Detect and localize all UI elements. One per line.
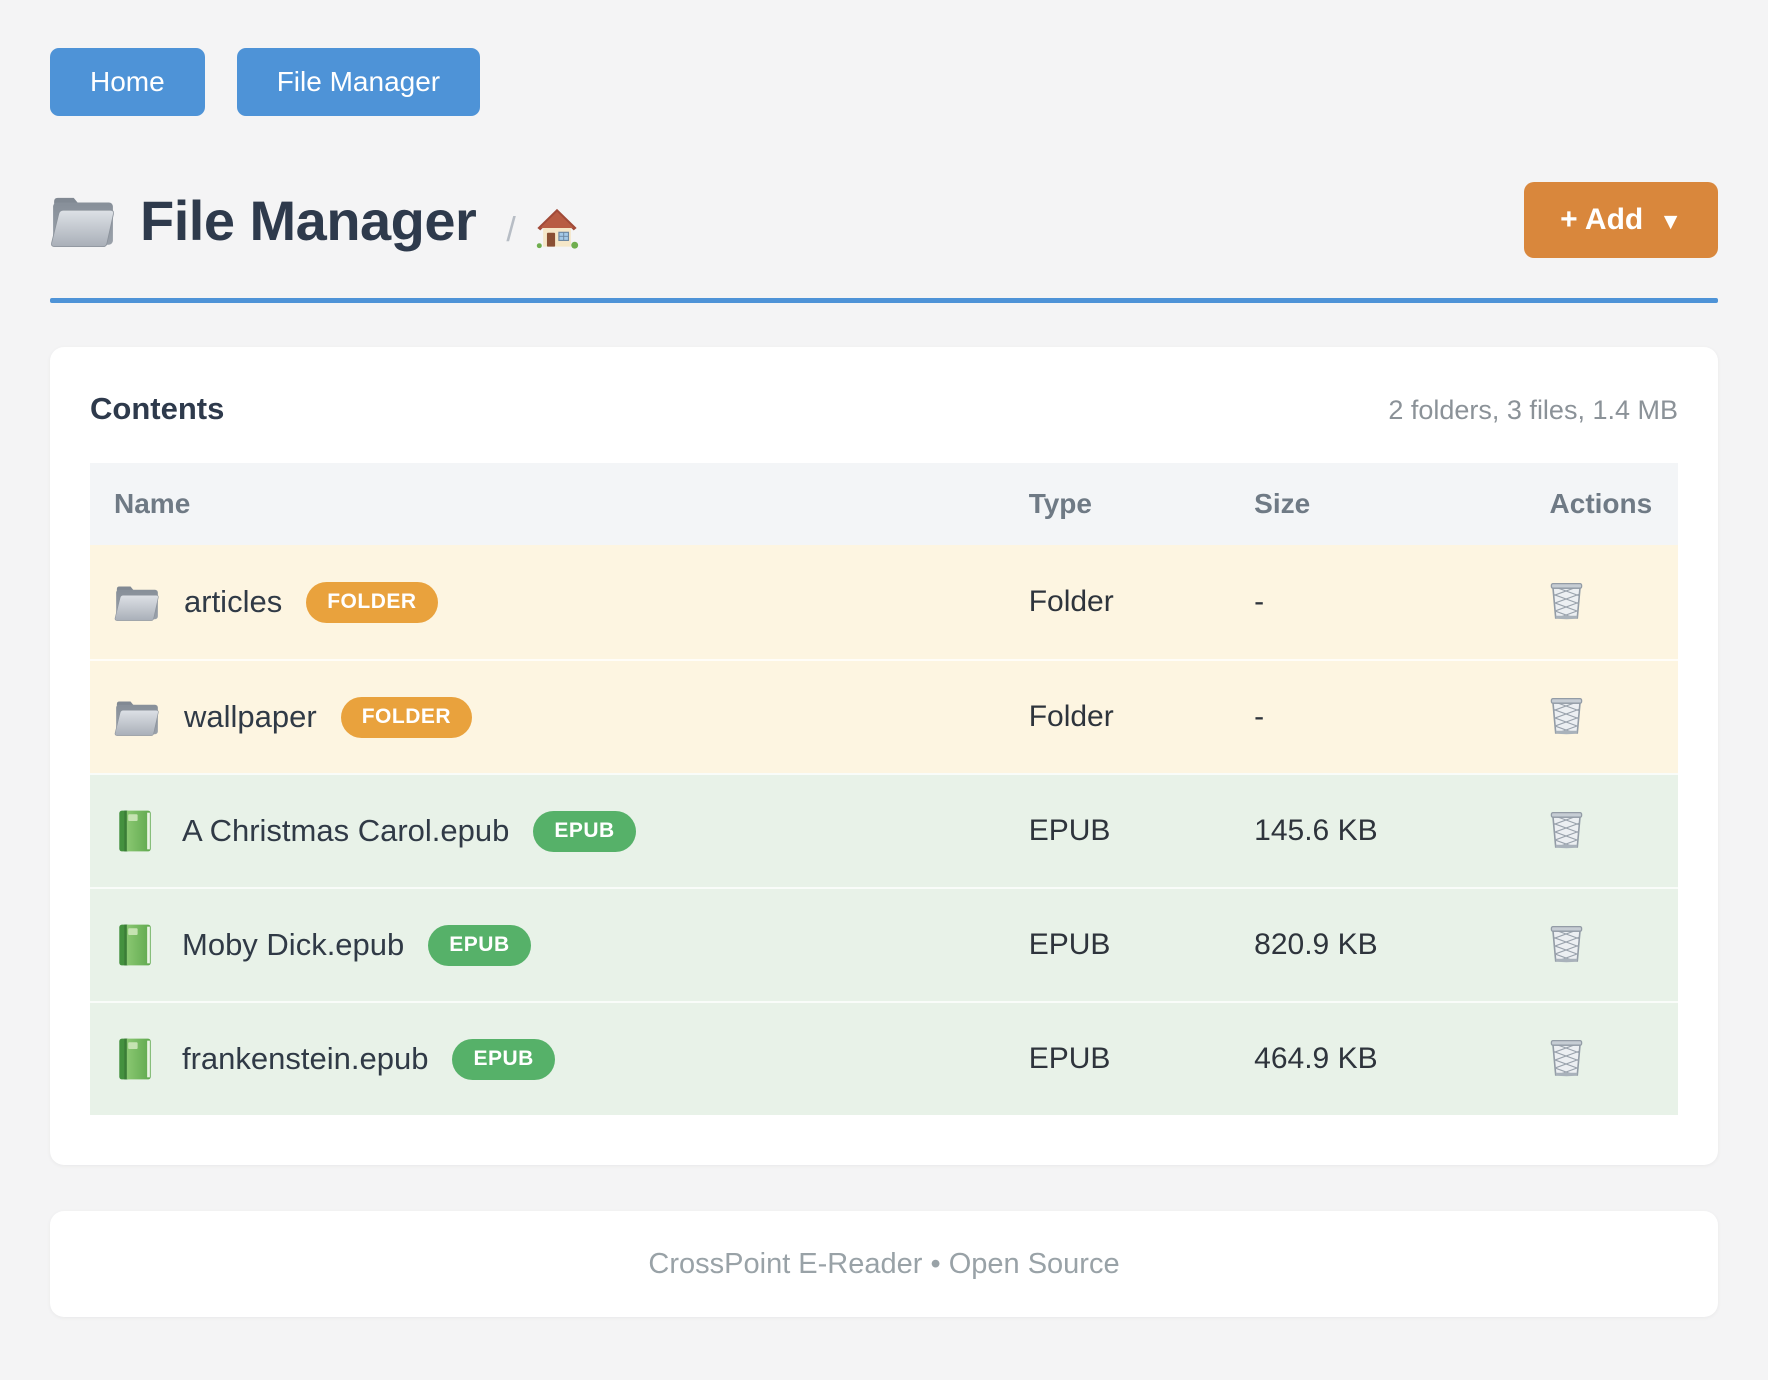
delete-button[interactable] (1548, 808, 1585, 850)
folder-icon (114, 701, 159, 736)
folder-badge: FOLDER (306, 581, 438, 623)
file-type: Folder (1028, 585, 1114, 618)
file-name[interactable]: articles (184, 584, 283, 619)
file-size: 820.9 KB (1254, 928, 1378, 961)
header-divider (50, 298, 1718, 303)
file-name[interactable]: A Christmas Carol.epub (182, 813, 510, 848)
file-name[interactable]: wallpaper (184, 699, 317, 734)
table-row[interactable]: Moby Dick.epub EPUB EPUB 820.9 KB (90, 887, 1678, 1001)
table-row[interactable]: articles FOLDER Folder - (90, 545, 1678, 659)
green-book-icon (119, 924, 151, 966)
file-table: Name Type Size Actions articles FOLDER F… (90, 463, 1678, 1115)
file-name[interactable]: Moby Dick.epub (182, 927, 405, 962)
delete-button[interactable] (1548, 694, 1585, 736)
file-type: EPUB (1028, 928, 1111, 961)
delete-button[interactable] (1548, 579, 1585, 621)
column-header-type: Type (1028, 488, 1092, 519)
add-button-label: + Add (1560, 203, 1644, 236)
wastebasket-icon (1548, 1036, 1585, 1078)
file-manager-page: Home File Manager File Manager / + Add ▼… (50, 48, 1718, 1317)
file-size: - (1254, 585, 1265, 618)
file-type: EPUB (1028, 1042, 1111, 1075)
file-manager-button[interactable]: File Manager (236, 48, 481, 116)
contents-summary: 2 folders, 3 files, 1.4 MB (1388, 395, 1678, 425)
top-nav: Home File Manager (50, 48, 1718, 116)
green-book-icon (119, 810, 151, 852)
page-header: File Manager / + Add ▼ (50, 182, 1718, 258)
file-size: - (1254, 700, 1265, 733)
file-type: EPUB (1028, 814, 1111, 847)
file-name[interactable]: frankenstein.epub (182, 1041, 429, 1076)
delete-button[interactable] (1548, 1036, 1585, 1078)
add-button[interactable]: + Add ▼ (1524, 182, 1718, 258)
breadcrumb-separator: / (506, 210, 516, 249)
wastebasket-icon (1548, 808, 1585, 850)
table-row[interactable]: wallpaper FOLDER Folder - (90, 659, 1678, 773)
footer-text: CrossPoint E-Reader • Open Source (648, 1247, 1120, 1280)
delete-button[interactable] (1548, 922, 1585, 964)
wastebasket-icon (1548, 922, 1585, 964)
house-icon[interactable] (534, 206, 580, 250)
folder-badge: FOLDER (340, 696, 473, 738)
epub-badge: EPUB (533, 810, 636, 852)
table-row[interactable]: frankenstein.epub EPUB EPUB 464.9 KB (90, 1001, 1678, 1115)
column-header-size: Size (1254, 488, 1311, 519)
footer: CrossPoint E-Reader • Open Source (50, 1211, 1718, 1317)
contents-card-header: Contents 2 folders, 3 files, 1.4 MB (90, 391, 1678, 427)
caret-down-icon: ▼ (1659, 207, 1682, 234)
wastebasket-icon (1548, 579, 1585, 621)
page-title: File Manager (140, 188, 477, 252)
table-row[interactable]: A Christmas Carol.epub EPUB EPUB 145.6 K… (90, 773, 1678, 887)
epub-badge: EPUB (428, 924, 531, 966)
contents-title: Contents (90, 391, 225, 426)
folder-icon (114, 586, 159, 621)
green-book-icon (119, 1038, 151, 1080)
column-header-actions: Actions (1549, 488, 1653, 519)
folder-icon (51, 197, 114, 248)
table-header-row: Name Type Size Actions (90, 463, 1678, 545)
contents-card: Contents 2 folders, 3 files, 1.4 MB Name… (50, 347, 1718, 1165)
home-button[interactable]: Home (50, 48, 205, 116)
epub-badge: EPUB (452, 1038, 555, 1080)
column-header-name: Name (114, 488, 191, 519)
file-size: 464.9 KB (1254, 1042, 1378, 1075)
title-wrap: File Manager / (50, 188, 580, 253)
wastebasket-icon (1548, 694, 1585, 736)
file-size: 145.6 KB (1254, 814, 1378, 847)
file-type: Folder (1028, 700, 1114, 733)
